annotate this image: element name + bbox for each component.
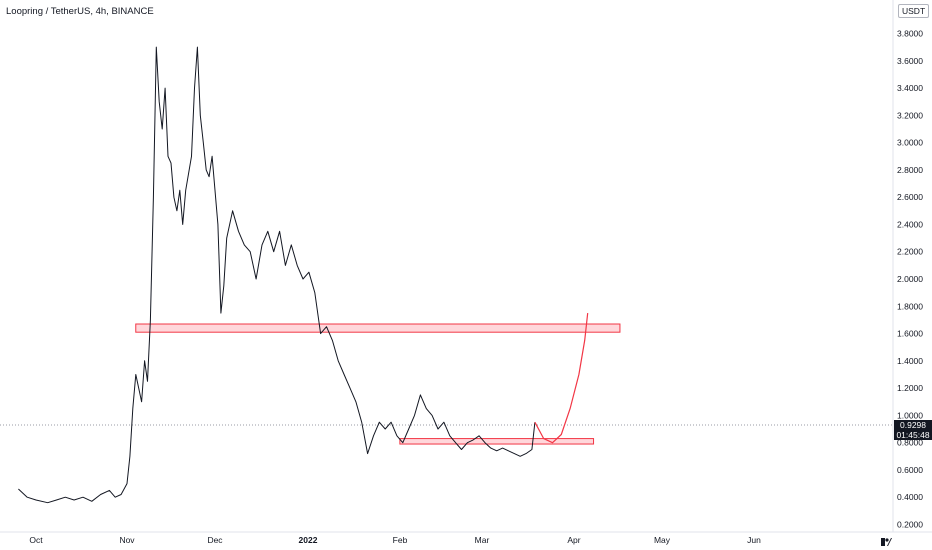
x-tick-label: Nov <box>119 535 135 545</box>
y-tick-label: 0.4000 <box>897 492 923 502</box>
y-tick-label: 2.8000 <box>897 165 923 175</box>
y-tick-label: 1.6000 <box>897 329 923 339</box>
y-tick-label: 2.4000 <box>897 219 923 229</box>
x-tick-label: Apr <box>567 535 580 545</box>
last-price-label: 0.9298 <box>894 420 932 430</box>
y-tick-label: 1.0000 <box>897 410 923 420</box>
y-tick-label: 1.2000 <box>897 383 923 393</box>
y-tick-label: 3.4000 <box>897 83 923 93</box>
y-tick-label: 2.0000 <box>897 274 923 284</box>
y-tick-label: 2.6000 <box>897 192 923 202</box>
y-tick-label: 2.2000 <box>897 247 923 257</box>
y-tick-label: 3.0000 <box>897 138 923 148</box>
x-tick-label: Oct <box>29 535 43 545</box>
y-tick-label: 3.6000 <box>897 56 923 66</box>
y-tick-label: 0.8000 <box>897 438 923 448</box>
tradingview-logo-icon <box>881 538 892 546</box>
x-tick-label: May <box>654 535 671 545</box>
x-tick-label: Feb <box>393 535 408 545</box>
x-tick-label: Jun <box>747 535 761 545</box>
x-tick-label: Dec <box>207 535 223 545</box>
support-resistance-zone[interactable] <box>135 323 621 333</box>
y-tick-label: 1.8000 <box>897 301 923 311</box>
y-tick-label: 3.2000 <box>897 110 923 120</box>
projection-curve[interactable] <box>534 313 589 444</box>
price-series-line <box>18 46 536 504</box>
currency-unit-badge[interactable]: USDT <box>898 4 930 18</box>
y-tick-label: 3.8000 <box>897 29 923 39</box>
y-tick-label: 0.2000 <box>897 520 923 530</box>
x-tick-label: Mar <box>475 535 490 545</box>
support-resistance-zone[interactable] <box>399 438 595 445</box>
x-tick-label: 2022 <box>299 535 318 545</box>
y-tick-label: 1.4000 <box>897 356 923 366</box>
bar-countdown-label: 01:45:48 <box>894 430 932 440</box>
y-tick-label: 0.6000 <box>897 465 923 475</box>
chart-title: Loopring / TetherUS, 4h, BINANCE <box>6 6 154 17</box>
